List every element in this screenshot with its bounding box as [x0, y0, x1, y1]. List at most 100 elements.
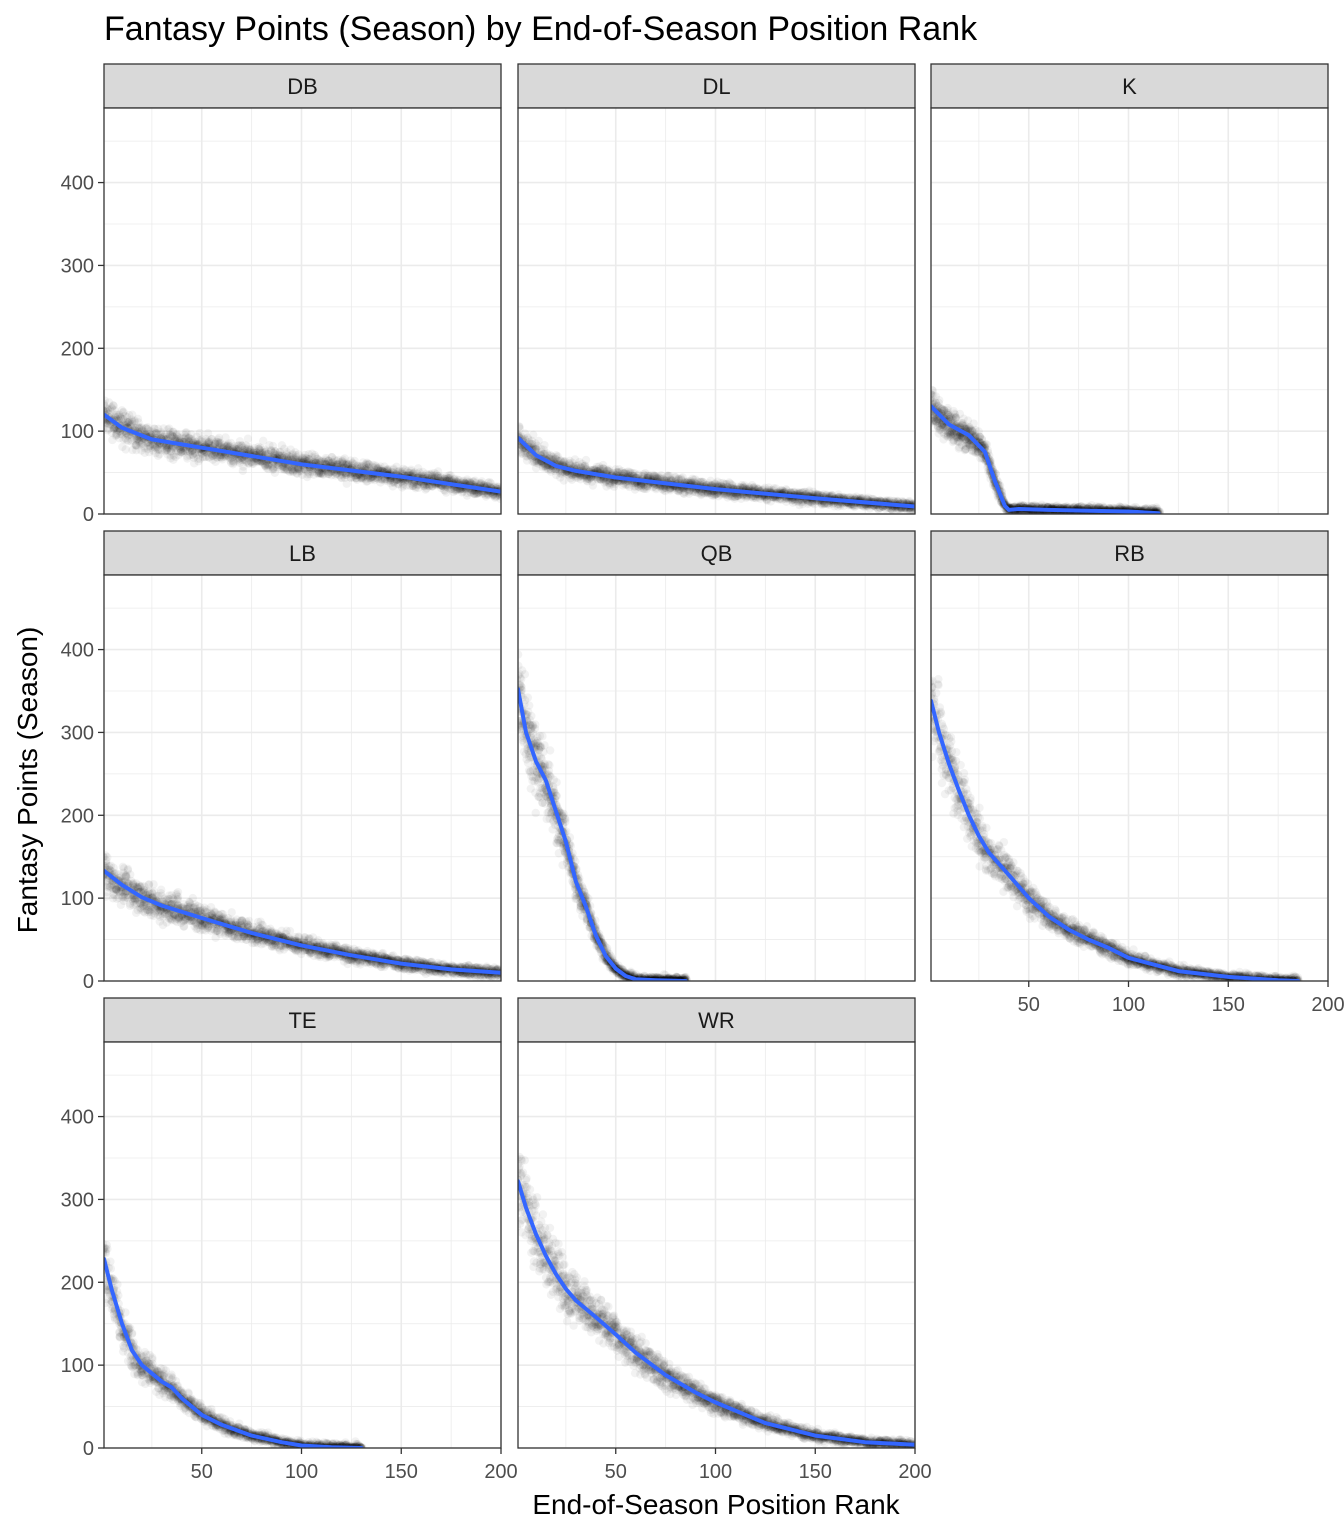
data-point: [168, 427, 178, 437]
data-point: [211, 457, 220, 467]
data-point: [520, 448, 530, 458]
data-point: [661, 483, 670, 492]
data-point: [567, 475, 577, 485]
data-point: [142, 424, 151, 433]
data-point: [750, 482, 759, 492]
data-point: [713, 477, 722, 486]
data-point: [674, 485, 684, 494]
data-point: [128, 417, 137, 427]
data-point: [887, 505, 897, 514]
data-point: [745, 483, 754, 493]
data-point: [399, 481, 408, 490]
data-point: [192, 432, 201, 442]
data-point: [709, 491, 719, 500]
data-point: [260, 461, 270, 471]
data-point: [208, 451, 217, 461]
data-point: [286, 445, 295, 454]
data-point: [820, 499, 830, 508]
data-point: [266, 445, 276, 455]
data-point: [389, 464, 398, 473]
data-point: [408, 469, 417, 478]
data-point: [137, 423, 146, 432]
data-point: [107, 428, 117, 437]
data-point: [254, 442, 263, 452]
data-point: [373, 474, 383, 484]
data-point: [796, 498, 806, 507]
data-point: [269, 448, 278, 458]
data-point: [384, 464, 393, 474]
data-point: [224, 452, 234, 462]
data-point: [539, 445, 549, 454]
data-point: [332, 469, 342, 478]
data-point: [427, 469, 436, 478]
data-point: [183, 454, 192, 463]
data-point: [651, 472, 661, 481]
data-point: [114, 433, 124, 443]
data-point: [210, 439, 219, 449]
data-point: [130, 417, 139, 426]
data-point: [575, 472, 584, 481]
data-point: [376, 464, 385, 474]
data-point: [214, 433, 224, 443]
data-point: [265, 460, 274, 470]
data-point: [580, 461, 590, 471]
data-point: [341, 460, 350, 470]
data-point: [208, 451, 218, 461]
data-point: [217, 453, 226, 462]
data-point: [192, 451, 202, 460]
data-point: [250, 446, 259, 455]
data-point: [402, 481, 411, 490]
data-point: [476, 478, 486, 488]
data-point: [163, 450, 172, 459]
data-point: [104, 401, 109, 410]
data-point: [242, 456, 252, 466]
data-point: [452, 486, 461, 495]
data-point: [166, 447, 176, 456]
data-point: [204, 438, 213, 447]
data-point: [255, 446, 265, 455]
data-point: [530, 456, 539, 466]
data-point: [338, 469, 347, 479]
data-point: [365, 473, 375, 483]
data-point: [359, 473, 368, 482]
data-point: [342, 459, 352, 468]
data-point: [181, 432, 191, 441]
data-point: [439, 485, 449, 495]
data-point: [699, 478, 708, 487]
data-point: [906, 506, 915, 514]
data-point: [363, 477, 372, 486]
data-point: [316, 457, 325, 466]
data-point: [303, 470, 312, 479]
data-point: [368, 460, 378, 470]
data-point: [107, 404, 117, 413]
data-point: [202, 449, 212, 458]
data-point: [352, 462, 362, 471]
data-point: [275, 452, 285, 461]
data-point: [422, 484, 431, 493]
data-point: [358, 474, 367, 484]
data-point: [430, 471, 440, 480]
data-point: [575, 457, 584, 467]
data-point: [338, 471, 347, 480]
data-point: [187, 435, 197, 444]
data-point: [361, 459, 371, 469]
data-point: [676, 486, 686, 495]
data-point: [450, 474, 459, 484]
data-point: [598, 460, 608, 470]
data-point: [470, 489, 479, 498]
data-point: [810, 500, 819, 509]
data-point: [180, 446, 190, 456]
data-point: [790, 487, 799, 496]
data-point: [389, 477, 398, 487]
data-point: [421, 481, 431, 490]
data-point: [350, 456, 359, 466]
data-point: [357, 472, 366, 481]
data-point: [604, 466, 613, 475]
data-point: [344, 460, 353, 469]
data-point: [237, 455, 247, 465]
data-point: [337, 473, 346, 483]
data-point: [171, 452, 180, 462]
data-point: [628, 469, 638, 478]
data-point: [133, 414, 143, 424]
data-point: [411, 483, 420, 493]
